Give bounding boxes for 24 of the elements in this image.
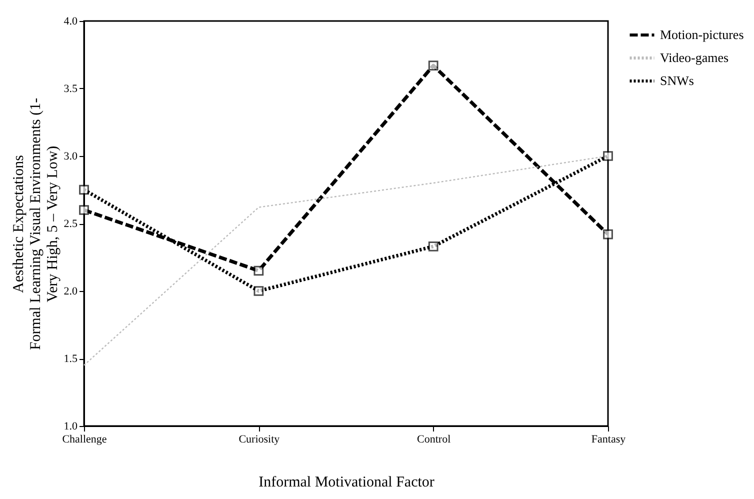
y-tick-label: 2.5 — [64, 218, 78, 230]
point — [79, 205, 89, 215]
y-tick-label: 1.5 — [64, 353, 78, 365]
x-tick-label: Curiosity — [238, 434, 280, 446]
y-tick-label: 2.0 — [64, 286, 78, 298]
y-tick-label: 1.0 — [64, 420, 78, 432]
legend-label: Motion-pictures — [660, 27, 744, 42]
point — [79, 184, 89, 195]
x-tick-label: Challenge — [62, 434, 107, 446]
point — [254, 286, 264, 296]
x-tick-label: Control — [417, 434, 451, 446]
legend-label: SNWs — [660, 73, 694, 88]
y-tick-label: 3.5 — [64, 83, 78, 95]
legend-label: Video-games — [660, 50, 729, 65]
x-tick-label: Fantasy — [591, 434, 626, 446]
point — [603, 229, 613, 240]
point — [254, 266, 264, 276]
y-tick-label: 3.0 — [64, 150, 78, 162]
point — [428, 60, 438, 70]
y-axis-title: Aesthetic Expectations Formal Learning Visual Environments (1- Very High, 5 – Very Low) — [10, 98, 61, 350]
point — [428, 242, 438, 252]
x-axis-title: Informal Motivational Factor — [258, 474, 434, 490]
point — [603, 151, 613, 161]
y-tick-label: 4.0 — [64, 16, 78, 28]
